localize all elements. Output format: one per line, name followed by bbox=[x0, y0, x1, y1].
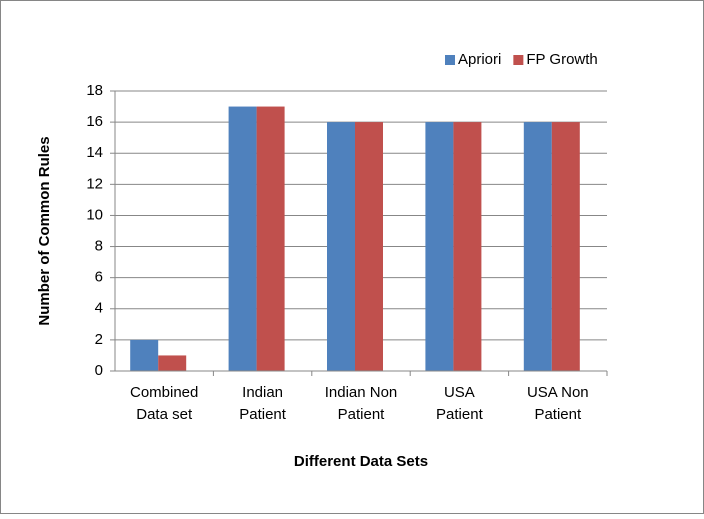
x-tick-label-box: USA Non Patient bbox=[526, 384, 589, 423]
bar bbox=[453, 122, 482, 371]
x-tick-label: USA Non Patient bbox=[526, 384, 589, 423]
x-tick-label: Combined Data set bbox=[130, 384, 199, 423]
y-tick-label: 2 bbox=[95, 331, 103, 348]
legend-swatch bbox=[513, 55, 524, 65]
x-tick-label: Indian Patient bbox=[239, 384, 286, 423]
bar bbox=[130, 339, 159, 371]
y-tick-label: 6 bbox=[95, 269, 103, 286]
bar bbox=[425, 122, 454, 371]
x-tick-label-box: Combined Data set bbox=[130, 384, 199, 423]
y-tick-label: 0 bbox=[95, 362, 103, 379]
bar bbox=[327, 122, 355, 371]
x-tick-label: USA Patient bbox=[436, 384, 483, 423]
y-tick-label: 14 bbox=[86, 144, 103, 161]
x-tick-label-box: USA Patient bbox=[436, 384, 483, 423]
x-tick-label: Indian Non Patient bbox=[324, 384, 398, 423]
bar bbox=[228, 106, 257, 372]
x-axis-title: Different Data Sets bbox=[294, 453, 428, 470]
y-tick-label: 4 bbox=[95, 300, 103, 317]
legend-label: FP Growth bbox=[526, 51, 597, 68]
y-tick-label: 10 bbox=[86, 206, 103, 223]
y-axis-title: Number of Common Rules bbox=[36, 136, 53, 325]
legend-label: Apriori bbox=[458, 51, 501, 68]
bar bbox=[158, 355, 187, 371]
x-tick-label-box: Indian Patient bbox=[239, 384, 286, 423]
bar bbox=[523, 122, 552, 371]
y-tick-label: 12 bbox=[86, 175, 103, 192]
y-tick-label: 8 bbox=[95, 238, 103, 255]
x-tick-label-box: Indian Non Patient bbox=[324, 384, 398, 423]
bar bbox=[551, 122, 580, 371]
bar bbox=[355, 122, 383, 371]
legend-swatch bbox=[445, 55, 455, 65]
bar bbox=[256, 106, 285, 372]
y-tick-label: 16 bbox=[86, 113, 103, 130]
y-tick-label: 18 bbox=[86, 82, 103, 99]
